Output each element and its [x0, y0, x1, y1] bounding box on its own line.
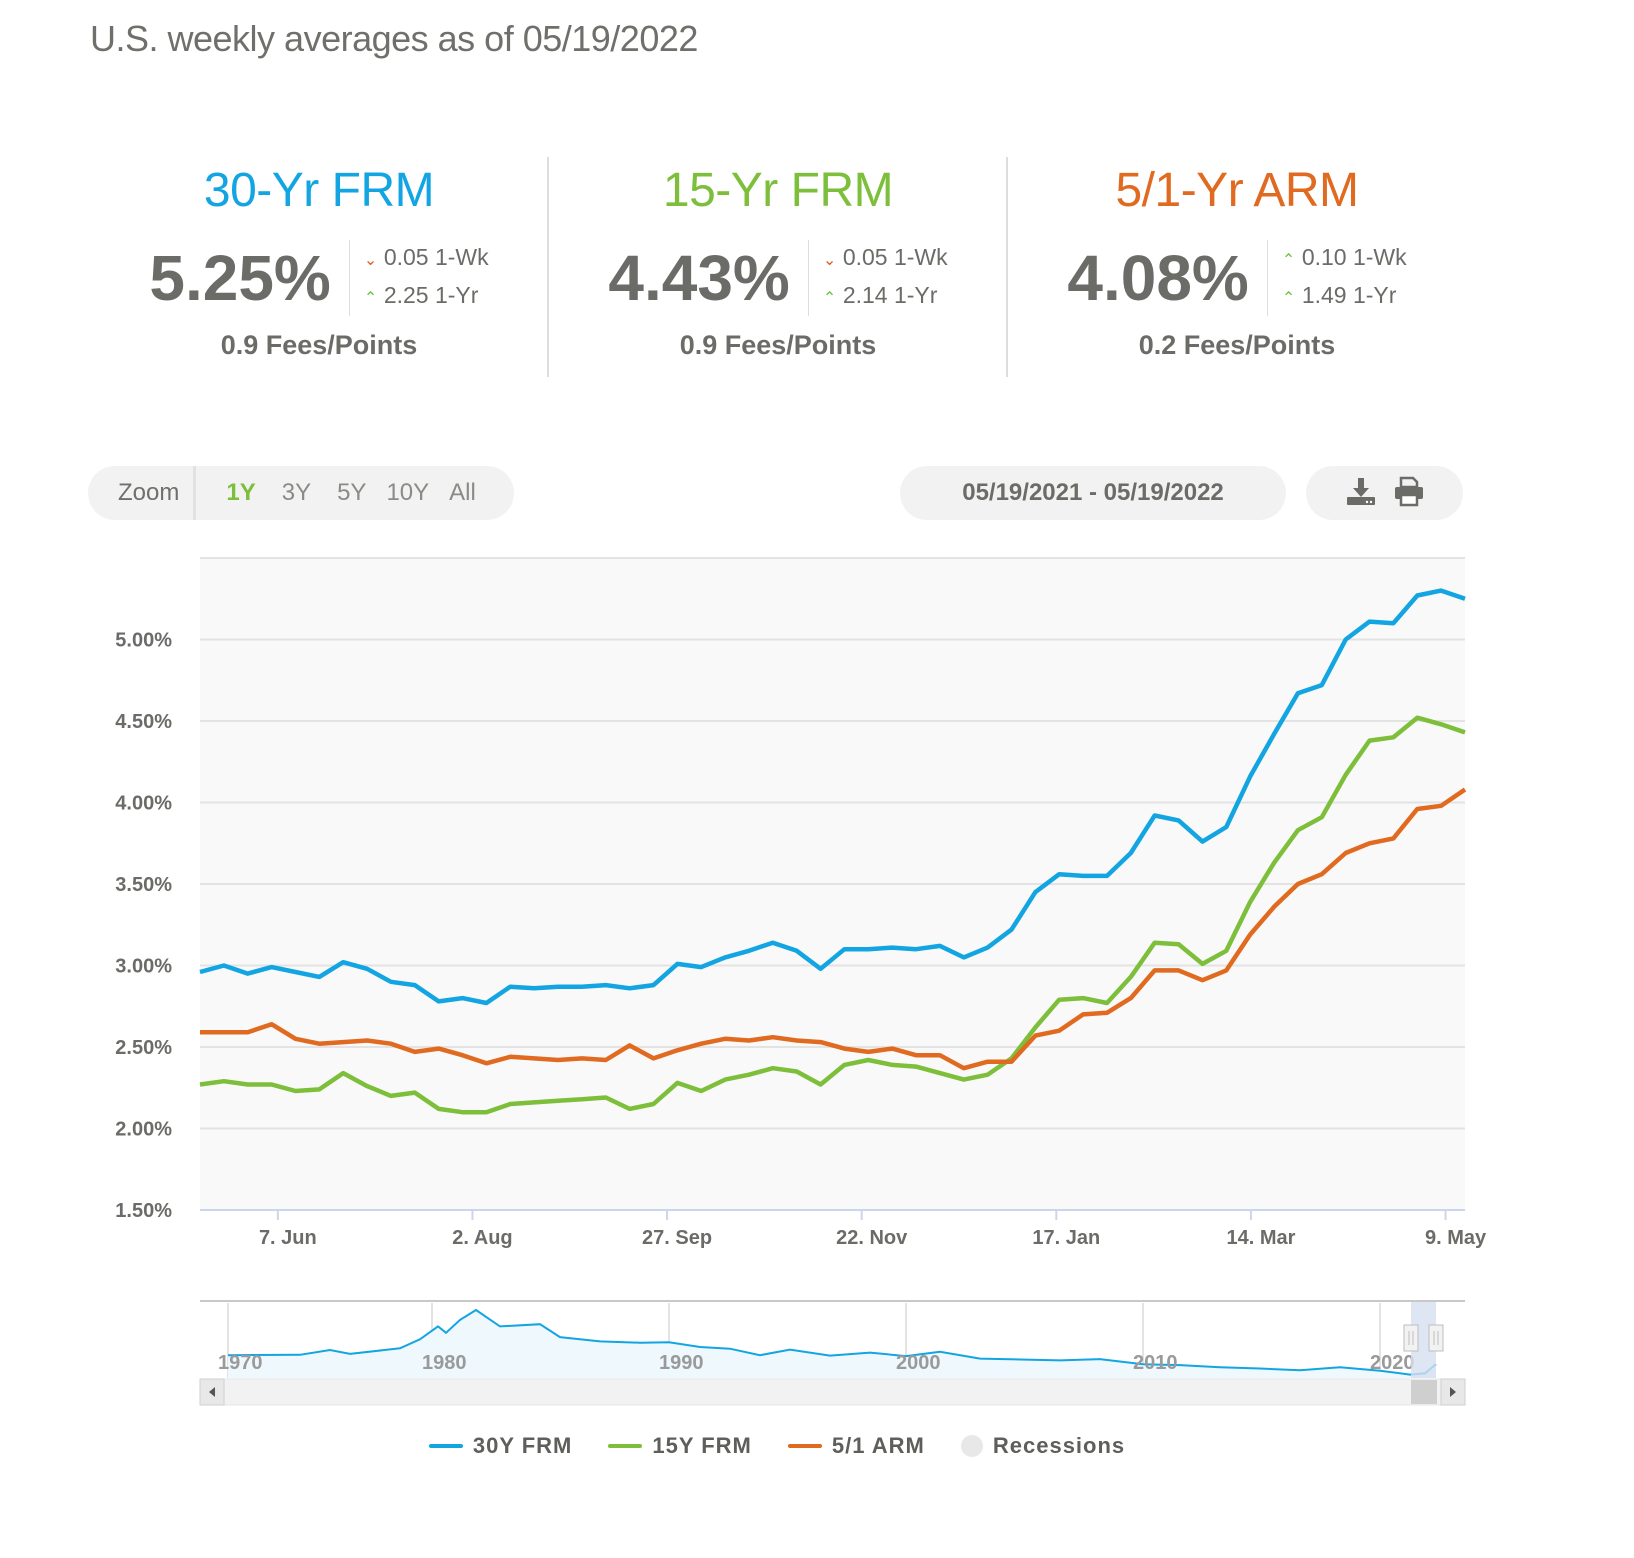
x-tick-label: 27. Sep: [642, 1227, 712, 1249]
card-rate: 4.08%: [1067, 242, 1249, 314]
navigator-tick-label: 2000: [896, 1352, 941, 1374]
navigator-handle-left[interactable]: [1403, 1324, 1419, 1352]
scroll-right-button[interactable]: [1440, 1378, 1466, 1406]
series-line-30y-frm[interactable]: [199, 588, 1466, 1006]
legend-swatch: [428, 1444, 463, 1448]
zoom-3y-button[interactable]: 3Y: [281, 479, 312, 506]
series-line-15y-frm[interactable]: [199, 715, 1466, 1115]
chevron-up-icon: ⌃: [1281, 290, 1296, 307]
page-subtitle: U.S. weekly averages as of 05/19/2022: [90, 18, 698, 59]
card-title: 30-Yr FRM: [203, 164, 435, 217]
date-range-picker[interactable]: 05/19/2021 - 05/19/2022: [900, 466, 1286, 520]
y-tick-label: 3.50%: [115, 874, 172, 896]
card-rate: 4.43%: [608, 242, 790, 314]
x-tick-label: 14. Mar: [1226, 1227, 1295, 1249]
rate-card-arm: 5/1-Yr ARM 4.08% ⌃ 0.10 1-Wk ⌃ 1.49 1-Yr 0…: [1008, 155, 1466, 377]
card-rate: 5.25%: [149, 242, 331, 314]
chevron-up-icon: ⌃: [822, 290, 837, 307]
y-tick-label: 2.50%: [115, 1037, 172, 1059]
navigator-selection[interactable]: [1411, 1302, 1436, 1378]
download-icon[interactable]: [1345, 475, 1377, 512]
chevron-up-icon: ⌃: [363, 290, 378, 307]
export-controls: [1306, 466, 1463, 520]
x-tick-label: 7. Jun: [259, 1227, 317, 1249]
x-tick-label: 2. Aug: [452, 1227, 512, 1249]
legend-swatch: [608, 1444, 643, 1448]
weekly-change: ⌄ 0.05 1-Wk: [364, 240, 489, 278]
y-tick-label: 4.00%: [115, 793, 172, 815]
card-title: 15-Yr FRM: [662, 164, 894, 217]
navigator-handle-right[interactable]: [1428, 1324, 1444, 1352]
y-tick-label: 2.00%: [115, 1119, 172, 1141]
y-tick-label: 4.50%: [115, 711, 172, 733]
rate-card-30yr: 30-Yr FRM 5.25% ⌄ 0.05 1-Wk ⌃ 2.25 1-Yr 0.…: [90, 155, 548, 377]
weekly-change: ⌃ 0.10 1-Wk: [1282, 240, 1407, 278]
scrollbar-track[interactable]: [199, 1378, 1466, 1406]
x-tick-label: 22. Nov: [836, 1227, 908, 1249]
chevron-down-icon: ⌄: [822, 252, 837, 269]
legend-item-15y[interactable]: 15Y FRM: [608, 1433, 752, 1459]
card-divider: [547, 157, 549, 377]
y-tick-label: 3.00%: [115, 956, 172, 978]
legend-item-30y[interactable]: 30Y FRM: [428, 1433, 573, 1459]
legend-item-arm[interactable]: 5/1 ARM: [787, 1433, 925, 1459]
zoom-label: Zoom: [88, 466, 197, 520]
navigator-area: [228, 1310, 1436, 1378]
chevron-up-icon: ⌃: [1281, 252, 1296, 269]
navigator-tick-label: 1990: [659, 1352, 704, 1374]
y-tick-label: 5.00%: [115, 630, 172, 652]
card-divider: [1006, 157, 1008, 377]
y-tick-label: 1.50%: [115, 1200, 172, 1222]
x-tick-label: 17. Jan: [1032, 1227, 1100, 1249]
navigator-tick-label: 2020: [1370, 1352, 1415, 1374]
scroll-left-button[interactable]: [199, 1378, 225, 1406]
zoom-selector: Zoom 1Y 3Y 5Y 10Y All: [88, 466, 514, 520]
plot-background: [200, 558, 1465, 1210]
yearly-change: ⌃ 2.25 1-Yr: [364, 278, 489, 316]
legend-item-recessions[interactable]: Recessions: [960, 1433, 1125, 1459]
weekly-change: ⌄ 0.05 1-Wk: [823, 240, 948, 278]
scrollbar-thumb[interactable]: [1411, 1380, 1437, 1404]
card-fees: 0.2 Fees/Points: [1138, 330, 1336, 360]
rate-card-15yr: 15-Yr FRM 4.43% ⌄ 0.05 1-Wk ⌃ 2.14 1-Yr 0.…: [549, 155, 1007, 377]
navigator-tick-label: 1970: [218, 1352, 263, 1374]
zoom-5y-button[interactable]: 5Y: [337, 479, 367, 506]
card-fees: 0.9 Fees/Points: [679, 330, 877, 360]
navigator-line: [227, 1308, 1437, 1376]
navigator-tick-label: 1980: [422, 1352, 467, 1374]
zoom-10y-button[interactable]: 10Y: [386, 479, 430, 506]
yearly-change: ⌃ 2.14 1-Yr: [823, 278, 948, 316]
yearly-change: ⌃ 1.49 1-Yr: [1282, 278, 1407, 316]
legend-swatch: [787, 1444, 822, 1448]
card-fees: 0.9 Fees/Points: [220, 330, 418, 360]
zoom-1y-button[interactable]: 1Y: [226, 479, 256, 506]
arrow-right-icon: [1450, 1387, 1456, 1397]
series-line-5-1-arm[interactable]: [200, 787, 1467, 1071]
zoom-all-button[interactable]: All: [449, 479, 476, 506]
navigator-tick-label: 2010: [1133, 1352, 1178, 1374]
legend-dot: [960, 1435, 983, 1457]
x-tick-label: 9. May: [1425, 1227, 1487, 1249]
chevron-down-icon: ⌄: [363, 252, 378, 269]
card-title: 5/1-Yr ARM: [1115, 164, 1359, 217]
arrow-left-icon: [209, 1387, 215, 1397]
print-icon[interactable]: [1393, 475, 1425, 512]
chart-legend: 30Y FRM 15Y FRM 5/1 ARM Recessions: [0, 1433, 1594, 1459]
